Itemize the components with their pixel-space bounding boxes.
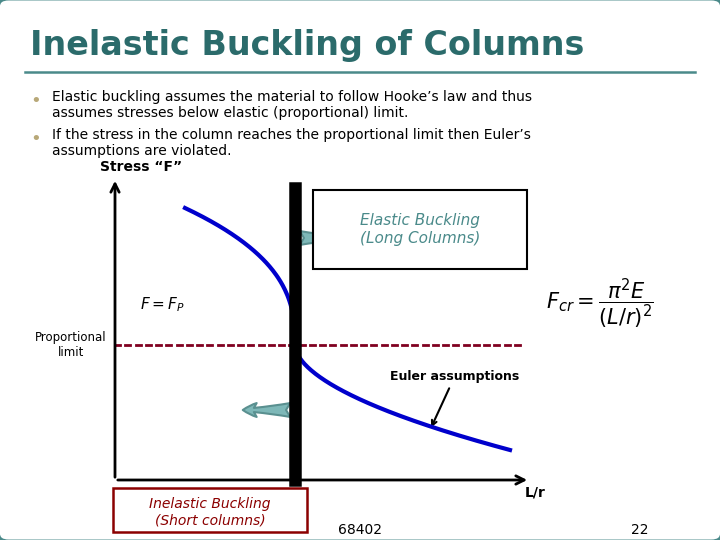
Text: Inelastic Buckling
(Short columns): Inelastic Buckling (Short columns) <box>149 497 271 527</box>
Text: Stress “F”: Stress “F” <box>100 160 182 174</box>
Text: Inelastic Buckling of Columns: Inelastic Buckling of Columns <box>30 29 585 62</box>
Text: Elastic Buckling
(Long Columns): Elastic Buckling (Long Columns) <box>360 213 480 246</box>
Text: Elastic buckling assumes the material to follow Hooke’s law and thus: Elastic buckling assumes the material to… <box>52 90 532 104</box>
Text: $F_{cr} = \dfrac{\pi^2 E}{(L/r)^2}$: $F_{cr} = \dfrac{\pi^2 E}{(L/r)^2}$ <box>546 276 654 331</box>
Text: Proportional
limit: Proportional limit <box>35 331 107 359</box>
Text: 22: 22 <box>631 523 649 537</box>
Text: •: • <box>30 130 41 148</box>
FancyBboxPatch shape <box>313 190 527 269</box>
Text: L/r: L/r <box>525 485 546 499</box>
Text: 68402: 68402 <box>338 523 382 537</box>
Text: $F = F_P$: $F = F_P$ <box>140 296 184 314</box>
Text: If the stress in the column reaches the proportional limit then Euler’s: If the stress in the column reaches the … <box>52 128 531 142</box>
Text: •: • <box>30 92 41 110</box>
Text: assumptions are violated.: assumptions are violated. <box>52 144 232 158</box>
FancyBboxPatch shape <box>113 488 307 532</box>
Text: assumes stresses below elastic (proportional) limit.: assumes stresses below elastic (proporti… <box>52 106 408 120</box>
Text: Euler assumptions: Euler assumptions <box>390 370 519 426</box>
